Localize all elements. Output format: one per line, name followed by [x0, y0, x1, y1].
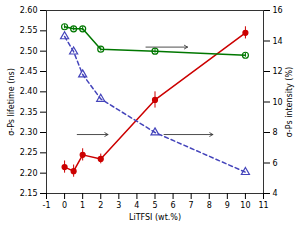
svg-text:16: 16: [273, 6, 283, 15]
svg-text:14: 14: [273, 37, 283, 46]
svg-text:-1: -1: [43, 201, 51, 210]
svg-text:2: 2: [98, 201, 103, 210]
svg-text:2.35: 2.35: [20, 108, 38, 117]
svg-text:1: 1: [80, 201, 85, 210]
svg-text:3: 3: [116, 201, 121, 210]
svg-text:9: 9: [225, 201, 230, 210]
svg-text:2.20: 2.20: [20, 169, 38, 178]
svg-text:2.45: 2.45: [20, 67, 38, 76]
svg-text:4: 4: [134, 201, 139, 210]
svg-text:2.50: 2.50: [20, 47, 38, 56]
svg-text:6: 6: [171, 201, 176, 210]
svg-text:LiTFSI (wt.%): LiTFSI (wt.%): [129, 213, 181, 222]
svg-text:2.15: 2.15: [20, 189, 38, 198]
svg-text:8: 8: [273, 128, 278, 137]
svg-text:σ-Ps intensity (%): σ-Ps intensity (%): [285, 67, 294, 137]
svg-text:σ-Ps lifetime (ns): σ-Ps lifetime (ns): [7, 68, 16, 136]
svg-text:6: 6: [273, 159, 278, 168]
svg-text:2.60: 2.60: [20, 6, 38, 15]
svg-text:2.25: 2.25: [20, 148, 38, 157]
svg-text:10: 10: [240, 201, 250, 210]
svg-text:11: 11: [258, 201, 268, 210]
svg-text:2.40: 2.40: [20, 87, 38, 96]
svg-text:12: 12: [273, 67, 283, 76]
svg-text:5: 5: [152, 201, 157, 210]
svg-text:7: 7: [189, 201, 194, 210]
svg-text:2.30: 2.30: [20, 128, 38, 137]
svg-text:0: 0: [62, 201, 67, 210]
svg-text:2.55: 2.55: [20, 26, 38, 35]
svg-text:10: 10: [273, 98, 283, 107]
svg-text:8: 8: [207, 201, 212, 210]
svg-text:4: 4: [273, 189, 278, 198]
